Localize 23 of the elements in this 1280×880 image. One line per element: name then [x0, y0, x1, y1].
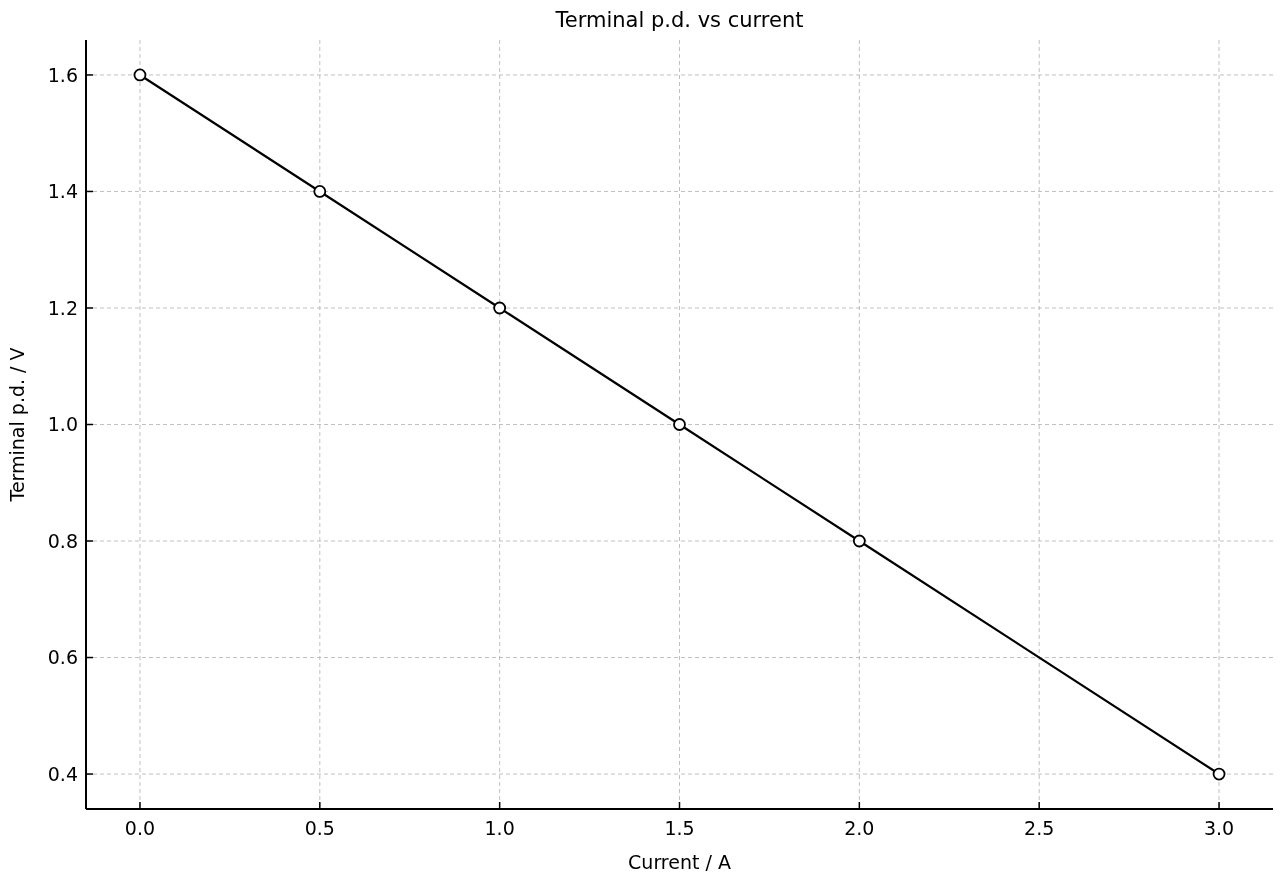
point	[313, 185, 327, 198]
x-tick-label: 2.5	[1024, 817, 1055, 839]
point	[133, 68, 147, 82]
x-tick-label: 1.5	[664, 817, 695, 839]
y-axis-title: Terminal p.d. / V	[6, 347, 28, 503]
x-tick-label: 2.0	[844, 817, 875, 839]
chart-title: Terminal p.d. vs current	[554, 8, 804, 32]
point	[1212, 767, 1226, 781]
y-tick-label: 0.8	[47, 529, 78, 552]
point	[852, 534, 866, 548]
point	[673, 418, 686, 431]
y-tick-label: 0.4	[47, 762, 78, 785]
x-tick-label: 0.0	[124, 817, 156, 839]
y-tick-label: 1.6	[47, 63, 78, 86]
x-tick-label: 1.0	[484, 817, 515, 839]
y-tick-label: 0.6	[47, 646, 78, 669]
point	[493, 301, 507, 315]
y-tick-label: 1.0	[47, 413, 78, 436]
x-axis-title: Current / A	[628, 851, 731, 873]
y-tick-label: 1.2	[47, 296, 78, 319]
x-tick-label: 0.5	[304, 817, 335, 839]
x-tick-label: 3.0	[1203, 817, 1235, 839]
y-tick-label: 1.4	[47, 180, 78, 203]
